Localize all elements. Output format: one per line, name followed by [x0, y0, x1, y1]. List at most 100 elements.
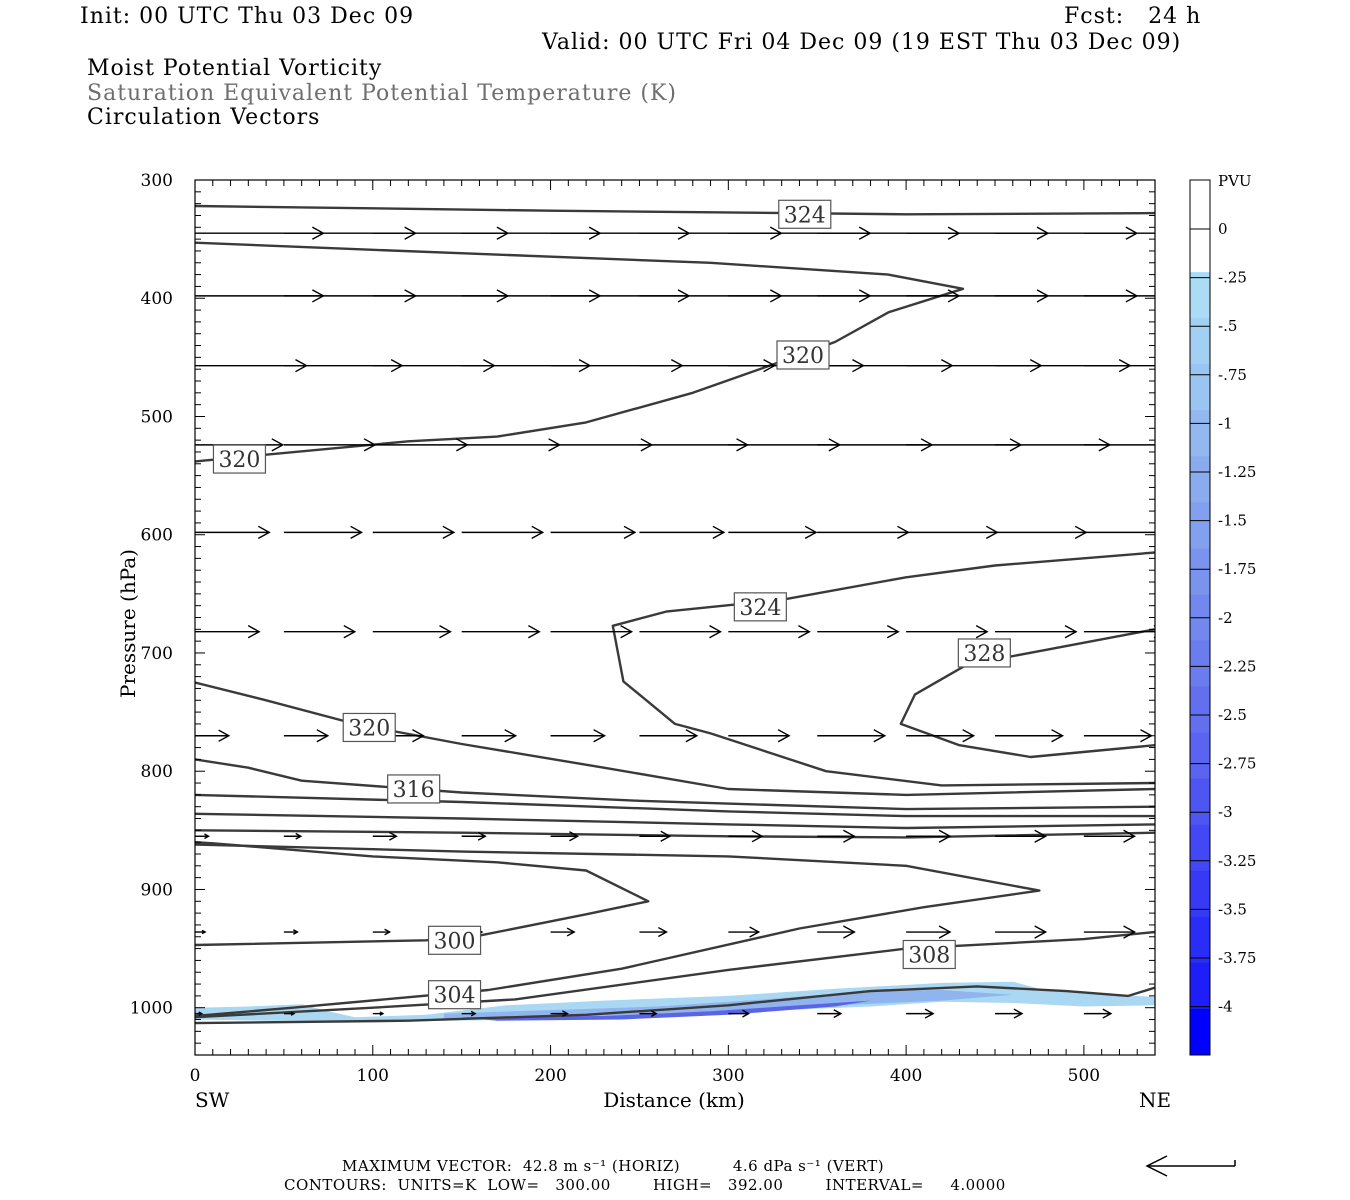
contour-label: 300: [427, 925, 482, 955]
circulation-vector: [1083, 729, 1153, 743]
circulation-vector: [906, 729, 976, 743]
circulation-vector: [372, 625, 452, 639]
circulation-vector: [639, 729, 699, 743]
circulation-vector: [550, 927, 576, 937]
colorbar-swatch: [1190, 410, 1210, 457]
circulation-vector: [461, 831, 487, 841]
svg-text:316: 316: [393, 778, 435, 803]
circulation-vector: [817, 729, 887, 743]
contour-line-300: [195, 841, 650, 947]
x-tick-label: 0: [190, 1066, 201, 1086]
contour-label: 324: [778, 199, 832, 229]
circulation-vector: [195, 833, 210, 840]
contour-label: 320: [776, 340, 830, 370]
colorbar-swatch: [1190, 778, 1210, 826]
colorbar-swatch: [1190, 364, 1210, 411]
colorbar-unit: PVU: [1218, 172, 1252, 190]
circulation-vector: [550, 438, 654, 452]
circulation-vector: [728, 525, 818, 540]
contour-line-328: [899, 628, 1155, 759]
circulation-vector: [817, 1009, 843, 1019]
svg-text:304: 304: [434, 984, 476, 1009]
init-time: Init: 00 UTC Thu 03 Dec 09: [80, 4, 415, 29]
circulation-vector: [1083, 925, 1137, 939]
circulation-vector: [195, 525, 271, 540]
circulation-vector: [550, 831, 580, 842]
circulation-vector: [1083, 829, 1137, 843]
colorbar-label: -2: [1218, 609, 1233, 627]
svg-text:300: 300: [434, 929, 476, 954]
circulation-vector: [283, 729, 330, 743]
y-tick-label: 400: [141, 289, 173, 309]
svg-text:320: 320: [218, 448, 260, 473]
circulation-vector: [995, 729, 1065, 743]
colorbar-swatch: [1190, 1008, 1210, 1056]
circulation-vector: [1083, 1008, 1113, 1019]
circulation-vector: [906, 925, 952, 939]
x-tick-label: 400: [890, 1066, 922, 1086]
circulation-vector: [639, 926, 668, 938]
plot-frame: [194, 179, 1156, 1056]
circulation-vector: [728, 926, 761, 938]
circulation-vector: [906, 1008, 935, 1019]
circulation-vector: [195, 929, 207, 935]
circulation-vector: [995, 1008, 1024, 1019]
svg-text:324: 324: [739, 596, 781, 621]
svg-text:324: 324: [784, 203, 826, 228]
svg-text:308: 308: [908, 943, 950, 968]
contour-line-unlabeled: [195, 793, 1155, 818]
circulation-vector: [283, 1011, 296, 1016]
svg-text:320: 320: [782, 344, 824, 369]
circulation-vector: [995, 925, 1048, 939]
circulation-vector: [461, 525, 545, 540]
contour-line-324: [611, 551, 1155, 787]
valid-time: Valid: 00 UTC Fri 04 Dec 09 (19 EST Thu …: [542, 30, 1182, 55]
circulation-vector: [550, 1010, 569, 1018]
contour-line-320: [195, 241, 965, 463]
colorbar-label: -2.5: [1218, 706, 1247, 724]
colorbar-swatch: [1190, 870, 1210, 918]
circulation-vector: [283, 929, 299, 935]
colorbar-swatch: [1190, 226, 1210, 273]
circulation-vector: [461, 625, 541, 639]
circulation-vector: [461, 1010, 477, 1017]
circulation-vector: [728, 1009, 751, 1018]
y-tick-label: 500: [141, 407, 173, 427]
circulation-vector: [461, 438, 562, 452]
contour-label: 328: [957, 638, 1011, 668]
footer-max-vector: MAXIMUM VECTOR: 42.8 m s⁻¹ (HORIZ) 4.6 d…: [342, 1157, 885, 1175]
svg-text:320: 320: [348, 716, 390, 741]
colorbar-label: -.75: [1218, 366, 1247, 384]
circulation-vector: [372, 831, 398, 841]
colorbar-swatch: [1190, 824, 1210, 872]
contour-label: 316: [387, 774, 441, 804]
circulation-vector: [195, 625, 261, 639]
contour-label: 308: [902, 939, 956, 970]
circulation-vector: [995, 829, 1048, 843]
circulation-vector: [283, 525, 364, 540]
y-tick-label: 800: [141, 762, 173, 782]
x-tick-label: 300: [712, 1066, 744, 1086]
circulation-vector: [639, 1010, 658, 1018]
title-mpv: Moist Potential Vorticity: [87, 56, 383, 81]
x-tick-label: 500: [1068, 1066, 1100, 1086]
colorbar-label: -2.75: [1218, 755, 1256, 773]
contour-line-unlabeled: [195, 829, 1155, 839]
circulation-vector: [1083, 364, 1155, 367]
x-endpoint-sw: SW: [195, 1088, 230, 1112]
forecast-hour: Fcst: 24 h: [1064, 4, 1202, 29]
circulation-vector: [995, 525, 1088, 540]
y-tick-label: 1000: [130, 999, 173, 1019]
footer-contours: CONTOURS: UNITS=K LOW= 300.00 HIGH= 392.…: [284, 1176, 1006, 1194]
colorbar-label: -3.25: [1218, 852, 1256, 870]
contour-label: 320: [212, 444, 267, 474]
contour-line-324: [195, 204, 1155, 216]
colorbar-label: -4: [1218, 998, 1233, 1016]
circulation-vector: [817, 525, 910, 540]
contour-line-unlabeled: [195, 843, 1041, 1018]
contour-label: 320: [342, 712, 396, 743]
y-tick-label: 700: [141, 644, 173, 664]
colorbar-label: -3: [1218, 803, 1233, 821]
contour-line-304: [195, 930, 1155, 1019]
